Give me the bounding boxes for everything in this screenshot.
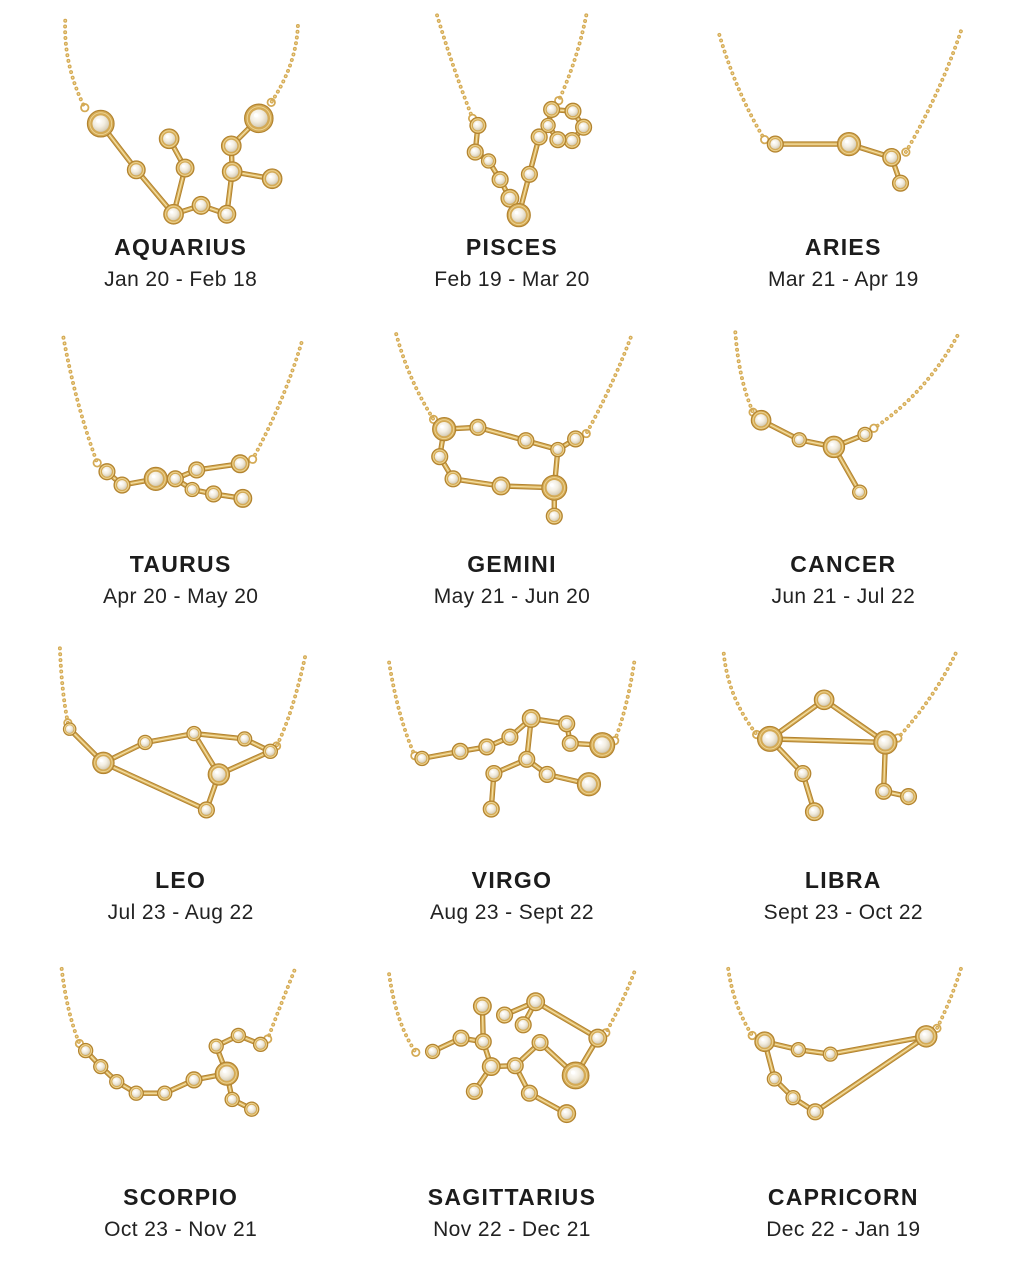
card-caption: LEO Jul 23 - Aug 22	[108, 865, 254, 925]
card-caption: SAGITTARIUS Nov 22 - Dec 21	[428, 1182, 596, 1242]
sign-name: VIRGO	[471, 867, 553, 893]
zodiac-card: VIRGO Aug 23 - Sept 22	[349, 643, 674, 960]
necklace-image	[717, 29, 963, 192]
necklace-image	[721, 651, 958, 822]
card-caption: TAURUS Apr 20 - May 20	[103, 549, 258, 609]
card-caption: ARIES Mar 21 - Apr 19	[768, 232, 919, 292]
sign-dates: Mar 21 - Apr 19	[767, 268, 919, 291]
zodiac-card: SCORPIO Oct 23 - Nov 21	[18, 960, 343, 1277]
sign-dates: Sept 23 - Oct 22	[763, 901, 923, 924]
sign-name: PISCES	[465, 234, 559, 260]
zodiac-card: GEMINI May 21 - Jun 20	[349, 327, 674, 644]
necklace-image	[387, 660, 637, 818]
zodiac-card: SAGITTARIUS Nov 22 - Dec 21	[349, 960, 674, 1277]
sign-dates: Oct 23 - Nov 21	[104, 1217, 258, 1241]
card-caption: LIBRA Sept 23 - Oct 22	[764, 865, 923, 925]
sign-name: CANCER	[790, 550, 897, 577]
card-caption: GEMINI May 21 - Jun 20	[434, 549, 591, 609]
sign-name: ARIES	[804, 234, 882, 260]
necklace-image	[61, 335, 304, 508]
necklace-image	[394, 331, 633, 525]
sign-name: SAGITTARIUS	[427, 1183, 597, 1210]
sign-name: CAPRICORN	[767, 1183, 919, 1210]
card-caption: CANCER Jun 21 - Jul 22	[771, 549, 915, 609]
necklace-image	[725, 966, 963, 1120]
zodiac-card: PISCES Feb 19 - Mar 20	[349, 10, 674, 327]
card-caption: AQUARIUS Jan 20 - Feb 18	[104, 232, 257, 292]
sign-name: LIBRA	[804, 867, 882, 893]
sign-dates: Aug 23 - Sept 22	[429, 901, 594, 924]
necklace-image	[57, 646, 307, 819]
zodiac-card: TAURUS Apr 20 - May 20	[18, 327, 343, 644]
card-caption: PISCES Feb 19 - Mar 20	[434, 232, 589, 292]
necklace-image	[435, 13, 593, 228]
zodiac-card: LEO Jul 23 - Aug 22	[18, 643, 343, 960]
necklace-image	[733, 329, 959, 500]
sign-name: LEO	[155, 867, 207, 893]
zodiac-card: LIBRA Sept 23 - Oct 22	[681, 643, 1006, 960]
card-caption: CAPRICORN Dec 22 - Jan 19	[766, 1182, 920, 1242]
necklace-image	[63, 18, 300, 225]
card-caption: SCORPIO Oct 23 - Nov 21	[104, 1182, 257, 1242]
sign-dates: Jan 20 - Feb 18	[104, 268, 258, 291]
sign-name: AQUARIUS	[114, 234, 248, 260]
zodiac-card: ARIES Mar 21 - Apr 19	[681, 10, 1006, 327]
sign-dates: Jul 23 - Aug 22	[107, 901, 254, 924]
sign-dates: Feb 19 - Mar 20	[434, 268, 590, 291]
sign-name: GEMINI	[467, 550, 557, 577]
sign-dates: Jun 21 - Jul 22	[771, 584, 916, 608]
card-caption: VIRGO Aug 23 - Sept 22	[430, 865, 594, 925]
zodiac-card: AQUARIUS Jan 20 - Feb 18	[18, 10, 343, 327]
zodiac-card: CAPRICORN Dec 22 - Jan 19	[681, 960, 1006, 1277]
sign-dates: Dec 22 - Jan 19	[766, 1217, 921, 1241]
sign-dates: May 21 - Jun 20	[433, 584, 591, 608]
sign-name: SCORPIO	[123, 1183, 239, 1210]
necklace-image	[59, 966, 297, 1117]
sign-dates: Nov 22 - Dec 21	[433, 1217, 591, 1241]
necklace-image	[387, 969, 637, 1123]
sign-name: TAURUS	[129, 550, 232, 577]
zodiac-card: CANCER Jun 21 - Jul 22	[681, 327, 1006, 644]
sign-dates: Apr 20 - May 20	[102, 584, 259, 608]
